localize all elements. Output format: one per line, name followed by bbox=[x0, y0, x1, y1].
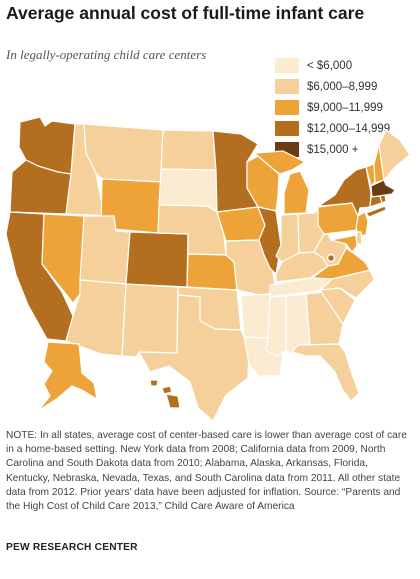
us-choropleth-map bbox=[5, 116, 411, 420]
state-nm bbox=[121, 283, 179, 358]
state-co bbox=[125, 231, 189, 288]
legend-item: $9,000–11,999 bbox=[275, 97, 390, 118]
state-ny-long-island bbox=[365, 205, 387, 218]
legend-swatch bbox=[275, 79, 299, 94]
state-nv bbox=[41, 213, 85, 304]
legend-label: < $6,000 bbox=[307, 59, 353, 72]
state-mi-lower bbox=[283, 170, 310, 215]
legend-item: < $6,000 bbox=[275, 55, 390, 76]
state-ks bbox=[186, 253, 238, 291]
state-mt bbox=[83, 123, 164, 183]
chart-title: Average annual cost of full-time infant … bbox=[6, 3, 365, 23]
chart-subtitle: In legally-operating child care centers bbox=[6, 47, 207, 62]
source-credit: PEW RESEARCH CENTER bbox=[6, 542, 138, 553]
legend-swatch bbox=[275, 58, 299, 73]
legend-swatch bbox=[275, 121, 299, 136]
state-hi bbox=[149, 379, 159, 387]
state-pa bbox=[317, 202, 359, 235]
state-ak bbox=[37, 341, 98, 412]
state-mi bbox=[254, 150, 306, 175]
state-ia bbox=[216, 206, 266, 242]
state-me bbox=[378, 129, 411, 181]
legend-swatch bbox=[275, 100, 299, 115]
state-nj bbox=[355, 211, 369, 237]
state-nd bbox=[160, 129, 217, 171]
state-il bbox=[257, 206, 282, 275]
state-hi-big-island bbox=[165, 393, 181, 409]
legend: < $6,000 $6,000–8,999 $9,000–11,999 $12,… bbox=[275, 55, 390, 160]
state-tx bbox=[138, 294, 250, 420]
legend-item: $6,000–8,999 bbox=[275, 76, 390, 97]
state-hi-maui bbox=[161, 385, 173, 395]
legend-label: $6,000–8,999 bbox=[307, 80, 378, 93]
state-md bbox=[330, 234, 358, 253]
legend-label: $12,000–14,999 bbox=[307, 122, 391, 135]
state-fl bbox=[291, 343, 360, 402]
legend-label: $9,000–11,999 bbox=[307, 101, 383, 114]
state-dc-marker bbox=[326, 253, 336, 263]
footnote: NOTE: In all states, average cost of cen… bbox=[6, 430, 407, 513]
legend-item: $12,000–14,999 bbox=[275, 118, 390, 139]
state-ri bbox=[379, 194, 387, 204]
legend-label: $15,000 + bbox=[307, 143, 359, 156]
